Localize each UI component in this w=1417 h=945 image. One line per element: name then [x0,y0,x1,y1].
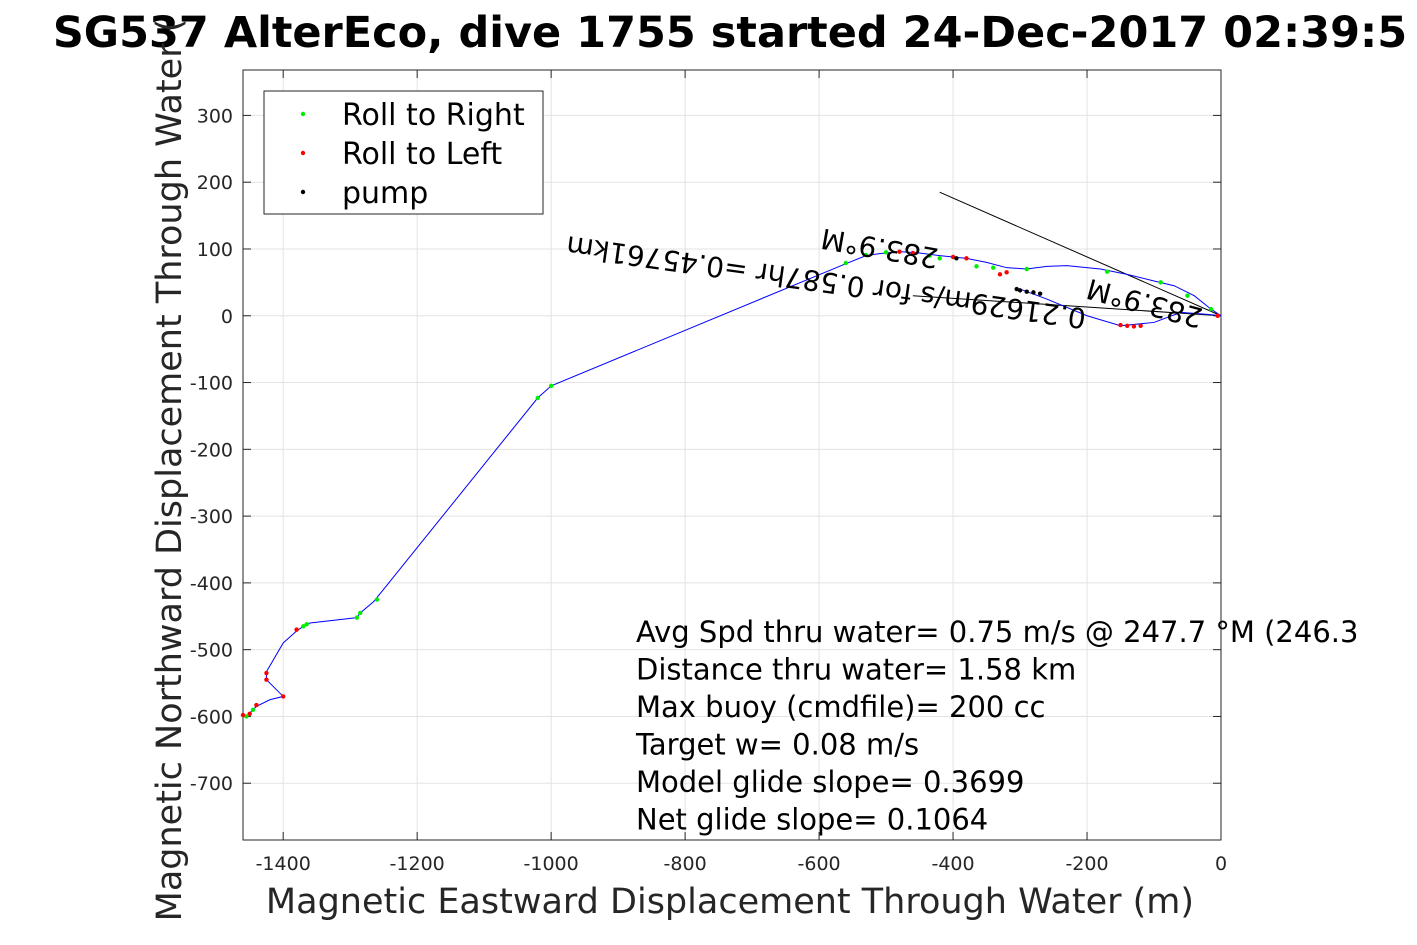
stat-line: Target w= 0.08 m/s [635,728,919,762]
x-tick-label: -1000 [524,853,579,875]
legend-marker [300,189,306,195]
roll-left-point [897,249,902,254]
axis-ticks: -1400 -1200 -1000 -800 -600 -400 -200 030020010… [190,70,1227,875]
x-tick-label: -1400 [256,853,311,875]
roll-right-point [1208,306,1214,312]
y-tick-label: 200 [197,172,233,194]
roll-right-point [354,615,360,620]
roll-right-point [1024,266,1029,272]
legend-entry: pump [342,176,428,211]
roll-left-point [280,694,286,699]
roll-right-point [304,622,309,627]
legend-entry: Roll to Left [342,137,502,172]
stat-line: Model glide slope= 0.3699 [636,765,1024,799]
roll-right-point [548,383,554,389]
roll-left-point [294,627,299,632]
x-tick-label: -800 [664,853,707,875]
roll-right-point [244,714,249,719]
y-axis-label: Magnetic Northward Displacement Through … [150,19,190,922]
roll-right-point [883,250,889,255]
x-tick-label: 0 [1215,853,1227,875]
y-tick-label: 100 [197,239,233,261]
roll-left-point [910,250,916,256]
plot-marks [240,191,1222,719]
stat-line: Net glide slope= 0.1064 [636,803,988,837]
x-axis-label: Magnetic Eastward Displacement Through W… [266,882,1194,922]
roll-right-point [843,260,849,266]
roll-right-point [991,265,996,270]
pump-point [1017,288,1023,293]
x-tick-label: -200 [1065,853,1108,875]
y-tick-label: -200 [190,439,233,461]
roll-left-point [997,272,1003,277]
stat-line: Distance thru water= 1.58 km [636,653,1076,687]
pump-point [1031,290,1036,295]
y-tick-label: -300 [190,506,233,528]
legend: Roll to Right Roll to Left pump [263,90,544,215]
stats-block: Avg Spd thru water= 0.75 m/s @ 247.7 °M … [635,615,1358,837]
x-tick-label: -600 [798,853,841,875]
legend-marker [300,111,306,117]
y-tick-label: 300 [197,105,233,127]
roll-right-point [937,256,942,261]
roll-left-point [264,677,269,682]
roll-left-point [1131,324,1137,329]
glide-slope-line [912,295,1222,317]
pump-point [954,256,959,261]
roll-left-point [1215,313,1220,318]
pump-point [1024,289,1029,294]
glide-slope-line [939,191,1222,317]
x-tick-label: -1200 [390,853,445,875]
roll-right-point [374,597,380,602]
roll-right-point [974,264,979,269]
y-tick-label: -700 [190,773,233,795]
roll-left-point [247,711,252,716]
roll-left-point [240,712,246,718]
x-tick-label: -400 [931,853,974,875]
legend-entry: Roll to Right [342,98,525,133]
roll-right-point [927,253,932,258]
roll-right-point [1185,293,1190,298]
stat-line: Max buoy (cmdfile)= 200 cc [636,690,1045,724]
plot-area [242,69,1222,841]
y-tick-label: 0 [221,306,233,328]
roll-right-point [863,252,869,258]
roll-left-point [964,256,969,261]
roll-left-point [1138,323,1143,328]
track-line-return [1019,288,1222,327]
stat-line: Avg Spd thru water= 0.75 m/s @ 247.7 °M … [636,615,1358,649]
legend-marker [300,150,306,156]
y-tick-label: -100 [190,373,233,395]
roll-left-point [1118,322,1123,328]
roll-left-point [254,702,259,708]
pump-point [1037,291,1043,296]
chart-title: SG537 AlterEco, dive 1755 started 24-Dec… [53,8,1407,58]
y-tick-label: -400 [190,573,233,595]
legend-box [263,90,544,215]
y-tick-label: -600 [190,706,233,728]
roll-left-point [950,254,956,260]
roll-right-point [535,395,540,401]
pump-point [1014,286,1019,292]
roll-right-point [1104,269,1110,274]
roll-right-point [358,610,363,616]
roll-left-point [264,670,269,676]
y-tick-label: -500 [190,640,233,662]
roll-right-point [1158,280,1163,285]
roll-right-point [301,624,306,629]
roll-right-point [250,707,256,712]
roll-left-point [1004,270,1009,275]
roll-left-point [1125,323,1130,328]
